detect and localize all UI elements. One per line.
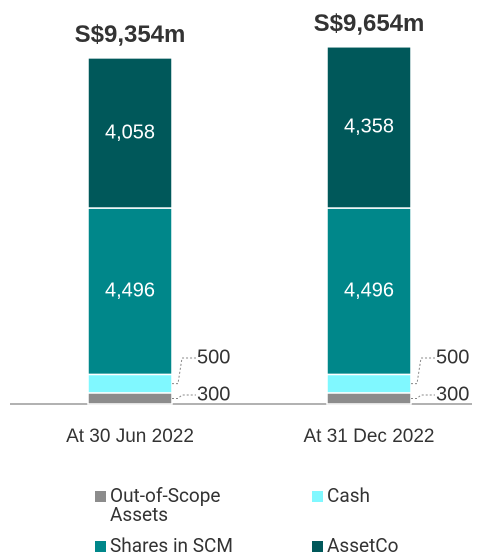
legend-swatch (95, 541, 106, 552)
legend-label: Out-of-Scope Assets (110, 484, 221, 526)
bar-segment (326, 46, 412, 209)
bar-segment (326, 373, 412, 394)
legend-item: Cash (312, 486, 462, 505)
value-label: 4,358 (344, 116, 394, 138)
bar-segment (87, 207, 173, 376)
legend-label: Cash (327, 484, 370, 507)
bar-segment (326, 392, 412, 405)
leader-line (411, 394, 435, 399)
legend-label: AssetCo (327, 534, 399, 557)
value-label: 4,496 (105, 280, 155, 302)
value-label: 500 (197, 346, 230, 368)
legend-label: Shares in SCM (110, 534, 233, 557)
legend-swatch (95, 491, 106, 502)
value-label: 4,058 (105, 121, 155, 143)
leader-line (172, 394, 196, 399)
legend-item: AssetCo (312, 536, 462, 555)
total-label: S$9,654m (314, 10, 425, 37)
legend-item: Shares in SCM (95, 536, 245, 555)
leader-line (411, 357, 435, 385)
legend-swatch (312, 491, 323, 502)
x-tick-label: At 30 Jun 2022 (66, 426, 194, 447)
x-tick-label: At 31 Dec 2022 (304, 426, 435, 447)
legend-item: Out-of-Scope Assets (95, 486, 245, 524)
legend-swatch (312, 541, 323, 552)
value-label: 4,496 (344, 280, 394, 302)
value-label: 500 (436, 346, 469, 368)
bar-segment (87, 57, 173, 209)
total-label: S$9,354m (75, 21, 186, 48)
bar-segment (87, 373, 173, 394)
bar-segment (87, 392, 173, 405)
value-label: 300 (197, 383, 230, 405)
leader-line (172, 357, 196, 385)
value-label: 300 (436, 383, 469, 405)
